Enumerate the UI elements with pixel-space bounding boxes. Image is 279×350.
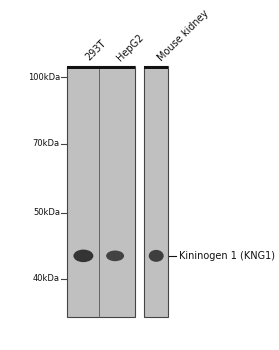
Text: 70kDa: 70kDa: [33, 139, 60, 148]
Text: 100kDa: 100kDa: [28, 73, 60, 82]
Bar: [145, 66, 168, 69]
Ellipse shape: [149, 250, 164, 262]
Text: 50kDa: 50kDa: [33, 208, 60, 217]
Ellipse shape: [73, 250, 93, 262]
Bar: [67, 66, 135, 317]
Text: 293T: 293T: [83, 38, 108, 63]
Text: 40kDa: 40kDa: [33, 274, 60, 284]
Ellipse shape: [106, 251, 124, 261]
Text: Mouse kidney: Mouse kidney: [156, 8, 211, 63]
Text: Kininogen 1 (KNG1): Kininogen 1 (KNG1): [179, 251, 275, 261]
Bar: [67, 66, 135, 69]
Text: HepG2: HepG2: [115, 32, 146, 63]
Bar: [145, 66, 168, 317]
